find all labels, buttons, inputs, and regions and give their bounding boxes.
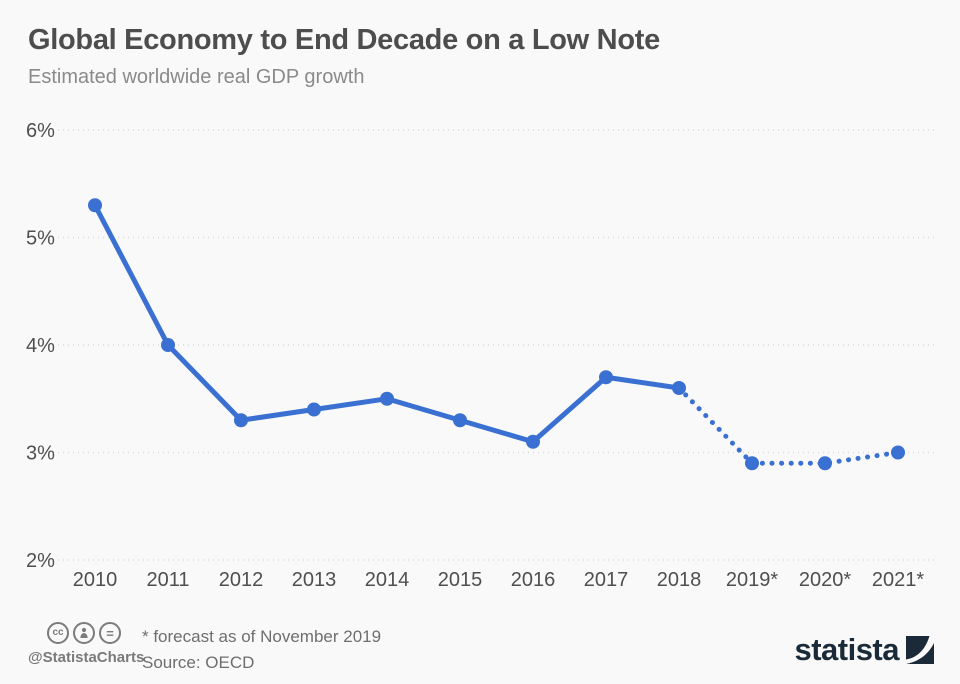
x-tick-label-2013: 2013: [292, 569, 337, 591]
attribution-icon: [73, 622, 95, 644]
data-point-2018: [672, 381, 686, 395]
statista-logo-text: statista: [794, 632, 899, 667]
source-line: Source: OECD: [142, 653, 255, 672]
x-tick-label-2018: 2018: [657, 569, 702, 591]
data-point-2020: [818, 456, 832, 471]
x-tick-label-2012: 2012: [219, 569, 264, 591]
data-point-2021: [891, 445, 905, 460]
x-tick-label-2017: 2017: [584, 569, 629, 591]
equals-icon: =: [99, 622, 121, 644]
data-point-2019: [745, 456, 759, 471]
cc-icon-glyph: cc: [52, 627, 64, 638]
y-tick-label-2pct: 2%: [26, 550, 55, 572]
gdp-line-actual: [92, 202, 682, 445]
x-tick-label-2010: 2010: [73, 569, 118, 591]
statista-logo: statista: [794, 632, 934, 668]
data-point-2012: [234, 413, 248, 428]
chart-header: Global Economy to End Decade on a Low No…: [28, 24, 660, 89]
data-point-2016: [526, 434, 540, 449]
data-point-2013: [307, 402, 321, 417]
equals-icon-glyph: =: [106, 625, 114, 641]
y-tick-label-3pct: 3%: [26, 443, 55, 465]
attribution-person-glyph: [80, 627, 88, 638]
y-tick-label-4pct: 4%: [26, 335, 55, 357]
statista-logo-mark: [906, 636, 934, 664]
forecast-footnote: * forecast as of November 2019: [142, 627, 382, 646]
chart-notes: * forecast as of November 2019 Source: O…: [142, 624, 381, 676]
page-title: Global Economy to End Decade on a Low No…: [28, 24, 660, 56]
page-subtitle: Estimated worldwide real GDP growth: [28, 66, 365, 88]
y-tick-label-6pct: 6%: [26, 120, 55, 142]
x-tick-label-2020-forecast: 2020*: [799, 569, 851, 591]
data-point-2017: [599, 370, 613, 385]
x-tick-label-2016: 2016: [511, 569, 556, 591]
cc-icon: cc: [47, 622, 69, 644]
data-point-2011: [161, 338, 175, 352]
x-tick-label-2021-forecast: 2021*: [872, 569, 924, 591]
x-tick-label-2011: 2011: [146, 569, 189, 591]
x-tick-label-2019-forecast: 2019*: [726, 569, 778, 591]
data-point-2014: [380, 391, 394, 406]
data-point-2010: [88, 198, 102, 213]
gdp-growth-line-chart: 6% 5% 4% 3% 2% 2010 2011 2012 2013 2014 2015 2016 20…: [26, 120, 936, 591]
x-tick-label-2014: 2014: [365, 569, 410, 591]
data-point-2015: [453, 413, 467, 428]
license-block: cc = @StatistaCharts: [28, 622, 145, 666]
x-tick-label-2015: 2015: [438, 569, 483, 591]
creative-commons-icons: cc =: [28, 622, 140, 644]
y-tick-label-5pct: 5%: [26, 228, 55, 250]
statista-charts-handle: @StatistaCharts: [28, 649, 145, 666]
